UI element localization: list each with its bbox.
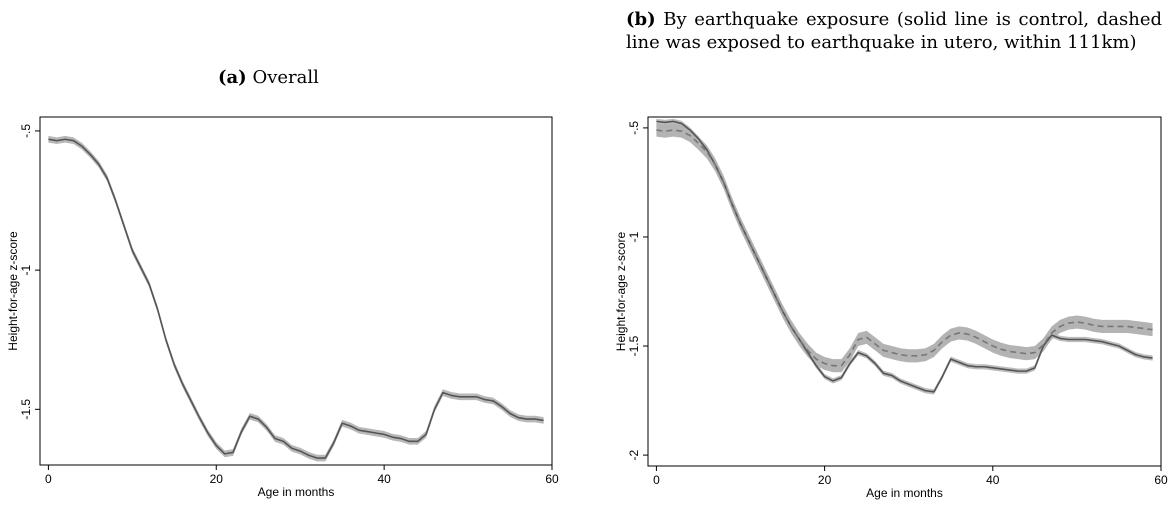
x-tick-label-a-20: 20 (210, 472, 224, 486)
x-tick-label-b-20: 20 (818, 473, 832, 487)
panel-b-caption: (b) By earthquake exposure (solid line i… (626, 8, 1162, 54)
panel-b-caption-tag: (b) (626, 9, 656, 30)
panel-a-caption-tag: (a) (218, 67, 247, 88)
y-tick-label-b-3: -2 (627, 449, 641, 460)
plot-frame-a (39, 116, 553, 466)
x-tick-label-a-40: 40 (377, 472, 391, 486)
y-tick-label-a-1: -1 (19, 264, 33, 275)
plot-frame-b (647, 116, 1162, 467)
confidence-band-b-1 (656, 123, 1153, 373)
x-axis-title-b: Age in months (866, 486, 943, 500)
panel-a-caption-text: Overall (252, 67, 319, 88)
series-line-b-1 (656, 129, 1153, 367)
series-line-a-0 (48, 138, 544, 459)
x-tick-label-b-60: 60 (1154, 473, 1168, 487)
y-tick-label-a-2: -1.5 (19, 399, 33, 420)
panel-a-caption: (a) Overall (218, 66, 418, 89)
y-tick-label-b-1: -1 (627, 231, 641, 242)
x-axis-title-a: Age in months (258, 485, 335, 499)
x-tick-label-b-0: 0 (653, 473, 660, 487)
x-tick-label-a-0: 0 (45, 472, 52, 486)
y-tick-label-a-0: -.5 (19, 124, 33, 138)
y-tick-label-b-2: -1.5 (627, 335, 641, 356)
x-tick-label-a-60: 60 (545, 472, 559, 486)
y-tick-label-b-0: -.5 (627, 121, 641, 135)
y-axis-title-b: Height-for-age z-score (614, 231, 628, 351)
x-tick-label-b-40: 40 (986, 473, 1000, 487)
panel-b-caption-text: By earthquake exposure (solid line is co… (626, 9, 1162, 53)
y-axis-title-a: Height-for-age z-score (6, 231, 20, 351)
